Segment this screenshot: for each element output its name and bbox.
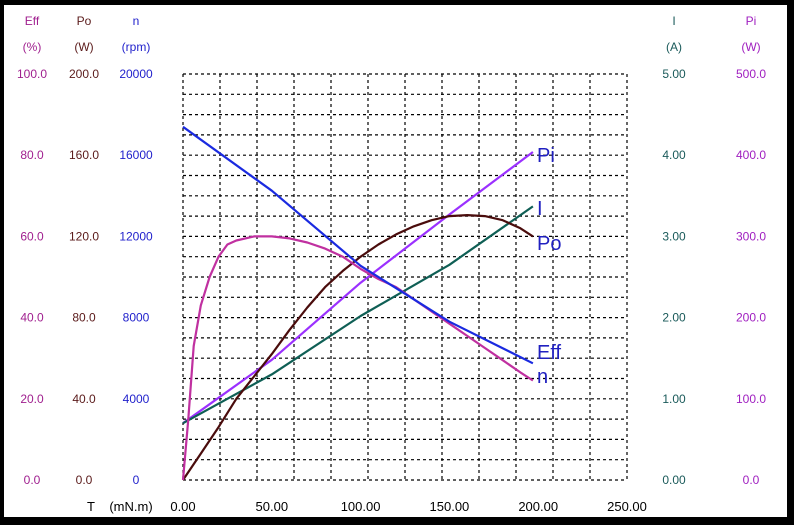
tick-label-eff: 80.0 [20,148,44,162]
series-label-eff: Eff [537,342,562,364]
tick-label-pi: 200.0 [736,311,766,325]
tick-label-po: 0.0 [76,473,93,487]
x-axis-unit: (mN.m) [109,499,152,514]
chart-svg: Eff (%) 0.0 20.0 40.0 60.0 80.0 100.0 Po (W) 0.0 40… [17,14,766,514]
tick-label-i: 3.00 [662,229,686,243]
chart-panel: Eff (%) 0.0 20.0 40.0 60.0 80.0 100.0 Po (W) 0.0 40… [4,5,787,517]
tick-label-po: 40.0 [72,392,96,406]
axis-name-pi: Pi [746,14,757,28]
tick-label-i: 5.00 [662,67,686,81]
tick-label-po: 160.0 [69,148,99,162]
x-tick-label: 200.00 [518,499,558,514]
series-line-pi [182,151,534,425]
axis-name-eff: Eff [25,14,40,28]
axis-unit-n: (rpm) [122,40,151,54]
series-label-i: I [537,198,543,220]
series-label-n: n [537,366,548,388]
axis-name-i: I [672,14,675,28]
x-tick-label: 50.00 [256,499,289,514]
series-label-pi: Pi [537,145,555,167]
series-line-po [182,214,534,481]
grid [182,73,628,481]
tick-label-po: 200.0 [69,67,99,81]
tick-label-n: 0 [133,473,140,487]
tick-label-eff: 60.0 [20,229,44,243]
series-line-i [182,205,534,425]
axis-unit-eff: (%) [23,40,42,54]
tick-label-i: 0.00 [662,473,686,487]
x-tick-label: 100.00 [341,499,381,514]
tick-label-eff: 100.0 [17,67,47,81]
series-lines [181,125,534,481]
series-line-eff [181,235,534,481]
axis-name-n: n [133,14,140,28]
tick-label-n: 12000 [119,229,153,243]
tick-label-n: 16000 [119,148,153,162]
tick-label-pi: 400.0 [736,148,766,162]
tick-label-i: 2.00 [662,311,686,325]
tick-label-pi: 300.0 [736,229,766,243]
x-tick-label: 0.00 [170,499,195,514]
series-line-n [182,125,534,365]
tick-label-po: 120.0 [69,229,99,243]
tick-label-pi: 0.0 [743,473,760,487]
axis-name-po: Po [77,14,92,28]
tick-label-i: 1.00 [662,392,686,406]
tick-label-eff: 40.0 [20,311,44,325]
tick-label-n: 8000 [123,311,150,325]
series-label-po: Po [537,233,561,255]
tick-label-po: 80.0 [72,311,96,325]
tick-label-n: 4000 [123,392,150,406]
tick-label-eff: 20.0 [20,392,44,406]
axis-labels: Eff (%) 0.0 20.0 40.0 60.0 80.0 100.0 Po (W) 0.0 40… [17,14,766,514]
tick-label-i: 4.00 [662,148,686,162]
axis-unit-pi: (W) [741,40,760,54]
tick-label-eff: 0.0 [24,473,41,487]
x-tick-label: 250.00 [607,499,647,514]
axis-unit-i: (A) [666,40,682,54]
tick-label-pi: 500.0 [736,67,766,81]
tick-label-n: 20000 [119,67,153,81]
x-axis-label: T [87,499,95,514]
x-tick-label: 150.00 [430,499,470,514]
tick-label-pi: 100.0 [736,392,766,406]
axis-unit-po: (W) [74,40,93,54]
